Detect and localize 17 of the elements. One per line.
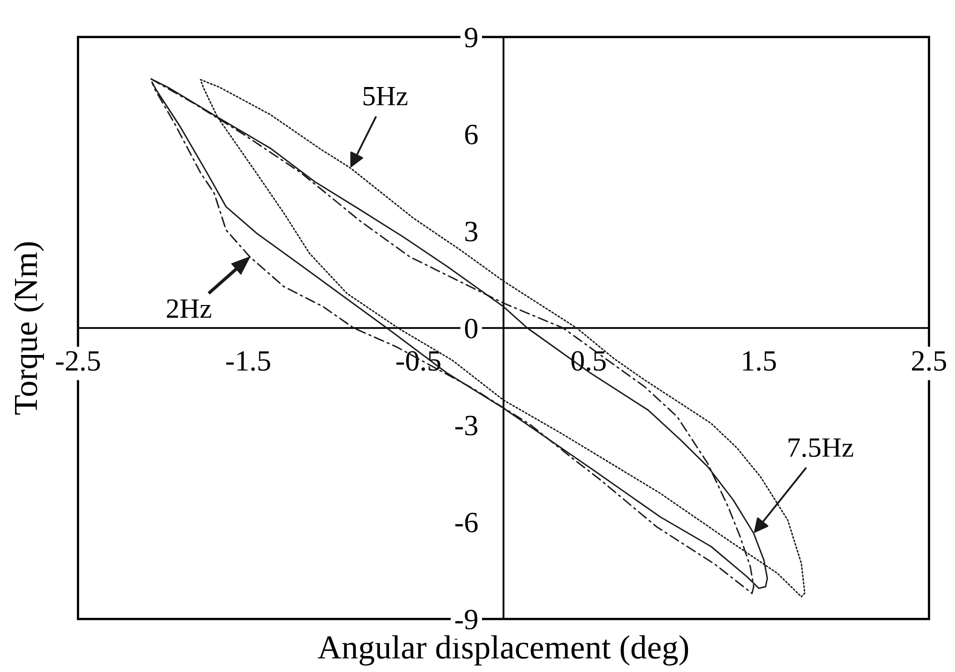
x-tick-label: 1.5 xyxy=(743,351,776,371)
y-tick-label: 9 xyxy=(464,28,478,48)
x-axis-title: Angular displacement (deg) xyxy=(318,635,688,666)
y-tick-label: 6 xyxy=(465,124,478,144)
y-axis-title: Torque (Nm) xyxy=(14,242,44,415)
legend-label: 2Hz xyxy=(166,299,212,318)
text: 5Hz xyxy=(364,86,408,106)
y-tick-label: 3 xyxy=(465,222,478,242)
y-tick-label: 0 xyxy=(465,318,478,338)
y-tick-label: -3 xyxy=(455,416,478,436)
text: 7.5Hz xyxy=(788,438,854,458)
x-tick-label: -1.5 xyxy=(226,351,270,371)
x-tick-label: 2.5 xyxy=(912,351,946,371)
y-tick-label: -9 xyxy=(455,610,478,630)
y-tick-label: -6 xyxy=(455,512,478,532)
x-tick-label: 0.5 xyxy=(571,351,606,371)
x-tick-label: -2.5 xyxy=(56,351,100,371)
